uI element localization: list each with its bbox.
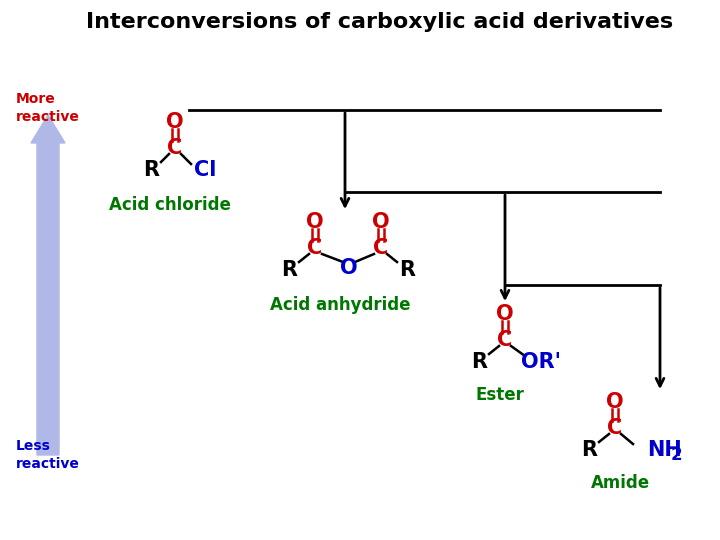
Text: C: C — [608, 418, 623, 438]
Text: R: R — [581, 440, 597, 460]
Text: R: R — [281, 260, 297, 280]
Text: R: R — [399, 260, 415, 280]
FancyArrow shape — [31, 115, 65, 455]
Text: Amide: Amide — [590, 474, 649, 492]
Text: O: O — [496, 304, 514, 324]
Text: R: R — [471, 352, 487, 372]
Text: Cl: Cl — [194, 160, 216, 180]
Text: OR': OR' — [521, 352, 561, 372]
Text: O: O — [372, 212, 390, 232]
Text: More
reactive: More reactive — [16, 92, 80, 124]
Text: C: C — [167, 138, 183, 158]
Text: O: O — [306, 212, 324, 232]
Text: Ester: Ester — [476, 386, 524, 404]
Text: O: O — [340, 258, 358, 278]
Text: NH: NH — [647, 440, 682, 460]
Text: Less
reactive: Less reactive — [16, 440, 80, 471]
Text: O: O — [606, 392, 624, 412]
Text: C: C — [498, 330, 513, 350]
Text: Acid chloride: Acid chloride — [109, 196, 231, 214]
Text: R: R — [143, 160, 159, 180]
Text: 2: 2 — [671, 446, 683, 464]
Text: O: O — [166, 112, 184, 132]
Text: C: C — [374, 238, 389, 258]
Text: Interconversions of carboxylic acid derivatives: Interconversions of carboxylic acid deri… — [86, 12, 674, 32]
Text: C: C — [307, 238, 323, 258]
Text: Acid anhydride: Acid anhydride — [270, 296, 410, 314]
